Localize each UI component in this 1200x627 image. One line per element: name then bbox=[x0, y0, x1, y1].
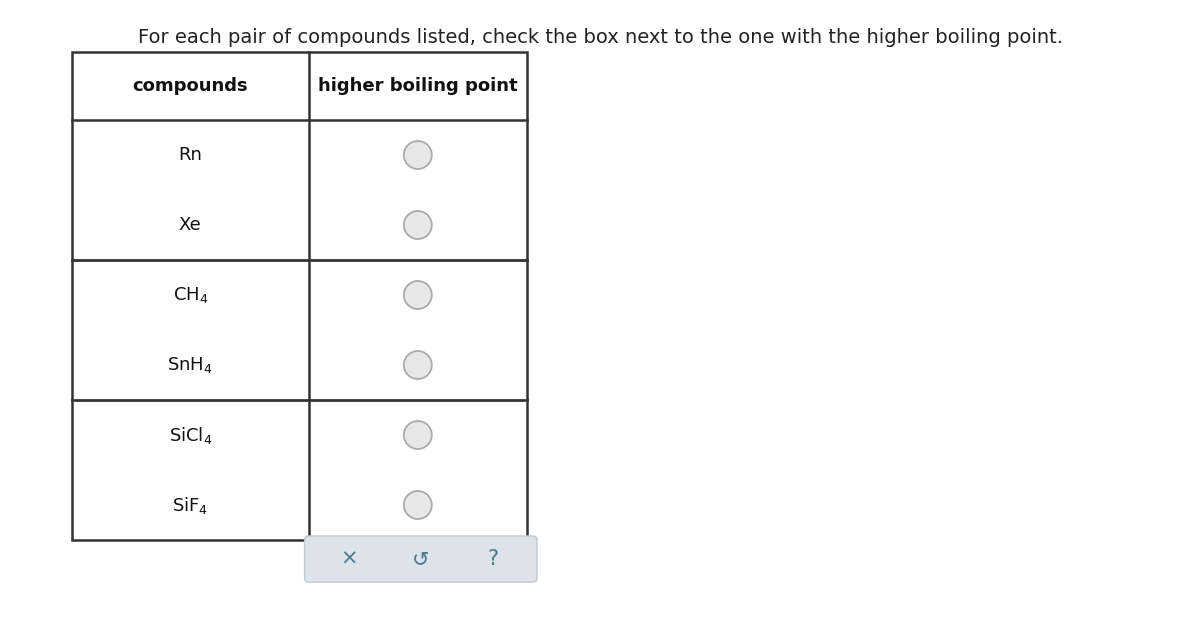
Text: SiF$_4$: SiF$_4$ bbox=[172, 495, 209, 515]
Text: SnH$_4$: SnH$_4$ bbox=[167, 355, 214, 375]
Text: SiCl$_4$: SiCl$_4$ bbox=[168, 424, 212, 446]
Circle shape bbox=[403, 211, 432, 239]
Circle shape bbox=[403, 281, 432, 309]
Text: ↺: ↺ bbox=[412, 549, 430, 569]
Text: Rn: Rn bbox=[179, 146, 203, 164]
Text: CH$_4$: CH$_4$ bbox=[173, 285, 208, 305]
Circle shape bbox=[403, 421, 432, 449]
Bar bbox=[72, 52, 527, 540]
FancyBboxPatch shape bbox=[305, 536, 536, 582]
Text: ?: ? bbox=[487, 549, 498, 569]
Text: ×: × bbox=[341, 549, 358, 569]
Text: higher boiling point: higher boiling point bbox=[318, 77, 517, 95]
Text: For each pair of compounds listed, check the box next to the one with the higher: For each pair of compounds listed, check… bbox=[138, 28, 1062, 47]
Circle shape bbox=[403, 351, 432, 379]
Text: Xe: Xe bbox=[179, 216, 202, 234]
Text: compounds: compounds bbox=[132, 77, 248, 95]
Circle shape bbox=[403, 491, 432, 519]
Circle shape bbox=[403, 141, 432, 169]
